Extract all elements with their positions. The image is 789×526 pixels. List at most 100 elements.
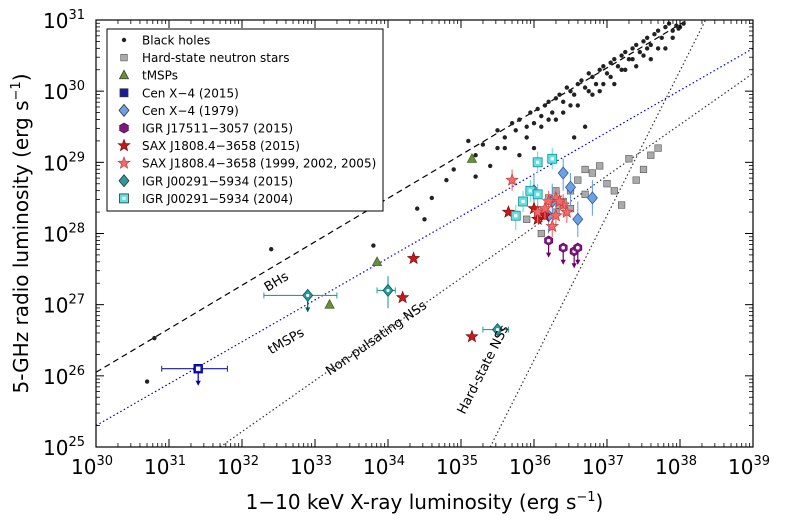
data-point [654,144,662,152]
data-point [630,56,635,62]
upper-limit-arrow [305,307,311,313]
data-point [480,142,486,147]
data-point [596,162,604,170]
data-point [586,71,591,76]
y-tick-label: 1030 [43,79,85,104]
data-point [382,283,394,298]
data-point [152,335,157,341]
legend-marker [118,69,130,80]
data-point [415,206,420,211]
data-point [546,99,551,105]
data-point [571,135,577,140]
data-point [144,379,150,384]
data-point [625,155,633,163]
relation-line-0 [96,20,688,373]
upper-limit-arrow [560,259,566,265]
data-point [603,180,611,188]
data-point [557,166,569,180]
data-point [641,53,646,58]
legend-marker [118,103,130,118]
data-point [670,28,675,33]
data-point [513,128,518,133]
data-point [539,113,544,119]
data-point [561,110,566,115]
data-point [302,288,314,303]
data-point [444,177,449,183]
data-point [593,81,599,87]
y-tick-label: 1025 [43,435,85,460]
data-point [269,246,274,252]
data-point [663,46,668,51]
data-point [648,42,653,48]
data-point [647,151,655,159]
data-point [542,103,548,108]
relation-label-3: Hard-state NSs [455,323,513,417]
plot-content [96,20,753,447]
data-point [597,67,602,73]
data-point [586,88,591,94]
data-point [630,46,635,51]
data-point [371,256,383,266]
series-2 [324,153,478,309]
data-point [465,329,479,343]
data-point [586,191,598,205]
data-point [558,242,568,253]
data-point [524,135,529,140]
data-point [568,88,573,94]
series-3 [161,364,228,386]
data-point [561,99,566,105]
data-point [488,163,493,169]
legend-marker [118,174,130,188]
y-axis-label: 5-GHz radio luminosity (erg s−1) [9,73,33,393]
data-point [573,242,583,253]
data-point [545,219,559,233]
data-point [626,56,632,62]
data-point [579,78,584,83]
series-5 [544,235,583,269]
data-point [604,71,610,76]
upper-limit-arrow [571,263,577,269]
legend-marker [121,37,127,43]
data-point [575,103,580,108]
data-point [491,322,504,337]
data-point [531,120,537,126]
data-point [193,364,203,374]
y-axis: 1025 1026 1027 1028 1029 1030 1031 [43,8,753,460]
data-point [612,56,617,62]
data-point [324,298,335,309]
data-point [524,124,529,129]
data-point [641,39,646,44]
x-axis: 1030 1031 1032 1033 1034 1035 1036 1037 1038 1039 [71,20,770,479]
x-tick-label: 1030 [71,454,113,479]
legend-marker [117,156,131,169]
data-point [495,128,500,133]
y-tick-label: 1026 [43,364,85,389]
data-point [518,196,528,207]
legend-label: Hard-state neutron stars [142,51,290,65]
legend-label: SAX J1808.4−3658 (1999, 2002, 2005) [142,157,376,171]
data-point [617,201,626,209]
data-point [588,169,596,177]
data-point [601,81,606,87]
data-point [575,81,580,87]
data-point [571,92,577,97]
data-point [451,167,456,172]
data-point [510,210,521,221]
data-point [564,180,577,194]
data-point [537,229,545,238]
data-point [597,88,602,94]
series-9 [510,148,558,230]
data-point [371,243,376,248]
legend-marker [119,193,129,204]
relation-label-0: BHs [262,269,292,295]
legend-label: tMSPs [142,69,178,83]
series-6 [395,201,552,343]
data-point [532,157,543,168]
data-point [644,46,650,51]
data-point [553,96,559,101]
data-point [652,32,657,37]
data-point [659,35,664,40]
x-tick-label: 1038 [655,454,697,479]
data-point [517,153,522,158]
legend-marker [120,53,128,62]
